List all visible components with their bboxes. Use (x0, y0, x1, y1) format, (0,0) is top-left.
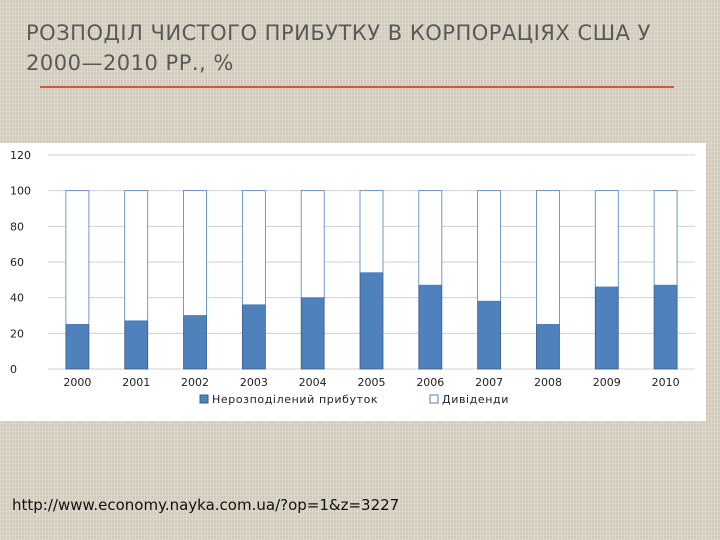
bar-dividends (594, 190, 619, 288)
x-tick-label: 2005 (358, 376, 386, 389)
bar-retained-earnings (300, 297, 325, 370)
bar-dividends (183, 190, 207, 316)
bar-dividends (653, 190, 678, 286)
bar-dividends (65, 190, 90, 325)
x-tick-label: 2008 (534, 376, 562, 389)
y-tick-label: 0 (10, 363, 17, 376)
x-tick-label: 2006 (416, 376, 444, 389)
bar-dividends (241, 190, 266, 306)
y-tick-label: 20 (10, 327, 24, 340)
y-tick-label: 60 (10, 256, 24, 269)
legend-label-dividends: Дивіденди (442, 393, 509, 406)
chart-panel: 0 20 40 60 80 100 120 2000 2001 2002 2003 2004 2005… (0, 143, 706, 421)
x-tick-label: 2002 (181, 376, 209, 389)
x-tick-label: 2001 (122, 376, 150, 389)
y-tick-label: 40 (10, 292, 24, 305)
bar-dividends (124, 190, 149, 322)
stacked-bar-chart: 0 20 40 60 80 100 120 2000 2001 2002 2003 2004 2005… (10, 149, 695, 406)
y-tick-label: 100 (10, 185, 31, 198)
x-tick-label: 2010 (652, 376, 680, 389)
bar-retained-earnings (594, 286, 619, 370)
bar-retained-earnings (653, 284, 678, 370)
bar-retained-earnings (477, 300, 502, 370)
bars (65, 190, 678, 370)
bar-dividends (300, 190, 325, 299)
x-tick-label: 2004 (299, 376, 327, 389)
source-url[interactable]: http://www.economy.nayka.com.ua/?op=1&z=… (12, 496, 400, 514)
bar-dividends (418, 190, 443, 286)
bar-retained-earnings (536, 324, 560, 370)
y-tick-label: 120 (10, 149, 31, 162)
legend-swatch-dividends (429, 394, 439, 404)
y-tick-label: 80 (10, 220, 24, 233)
x-tick-label: 2007 (475, 376, 503, 389)
x-axis: 2000 2001 2002 2003 2004 2005 2006 2007 2008 2009… (63, 376, 679, 389)
bar-retained-earnings (359, 272, 384, 370)
bar-retained-earnings (124, 320, 149, 370)
bar-dividends (477, 190, 502, 302)
x-tick-label: 2000 (63, 376, 91, 389)
slide-title: РОЗПОДІЛ ЧИСТОГО ПРИБУТКУ В КОРПОРАЦІЯХ … (26, 21, 651, 75)
bar-retained-earnings (418, 284, 443, 370)
legend: Нерозподілений прибуток Дивіденди (199, 393, 509, 406)
legend-label-retained: Нерозподілений прибуток (212, 393, 378, 406)
x-tick-label: 2009 (593, 376, 621, 389)
bar-retained-earnings (183, 315, 207, 370)
x-tick-label: 2003 (240, 376, 268, 389)
bar-retained-earnings (241, 304, 266, 370)
legend-swatch-retained (199, 394, 209, 404)
bar-retained-earnings (65, 324, 90, 370)
bar-dividends (536, 190, 560, 325)
bar-dividends (359, 190, 384, 274)
y-axis: 0 20 40 60 80 100 120 (10, 149, 31, 376)
title-underline (40, 86, 674, 88)
